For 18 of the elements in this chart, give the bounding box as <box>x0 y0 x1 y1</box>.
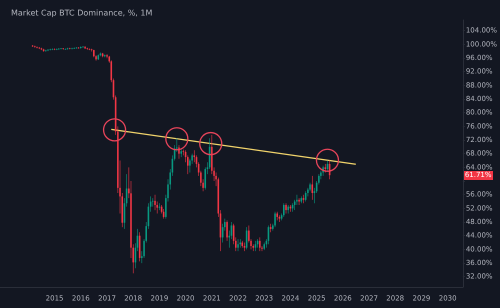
candlestick <box>285 202 287 214</box>
candlestick <box>246 226 248 250</box>
candlestick <box>302 194 304 204</box>
candlestick <box>268 225 270 245</box>
candlestick <box>237 238 239 252</box>
candlestick <box>226 220 228 242</box>
candlestick <box>154 194 156 210</box>
candlestick <box>326 160 328 172</box>
candlestick <box>304 190 306 202</box>
candlestick <box>274 211 276 228</box>
candlestick <box>311 176 314 200</box>
candlestick <box>71 47 73 50</box>
chart-title: Market Cap BTC Dominance, %, 1M <box>11 8 152 18</box>
candlestick <box>282 202 285 218</box>
candlestick <box>254 240 256 252</box>
candlestick <box>162 208 164 219</box>
candlestick <box>244 242 246 252</box>
candlestick <box>138 232 140 262</box>
